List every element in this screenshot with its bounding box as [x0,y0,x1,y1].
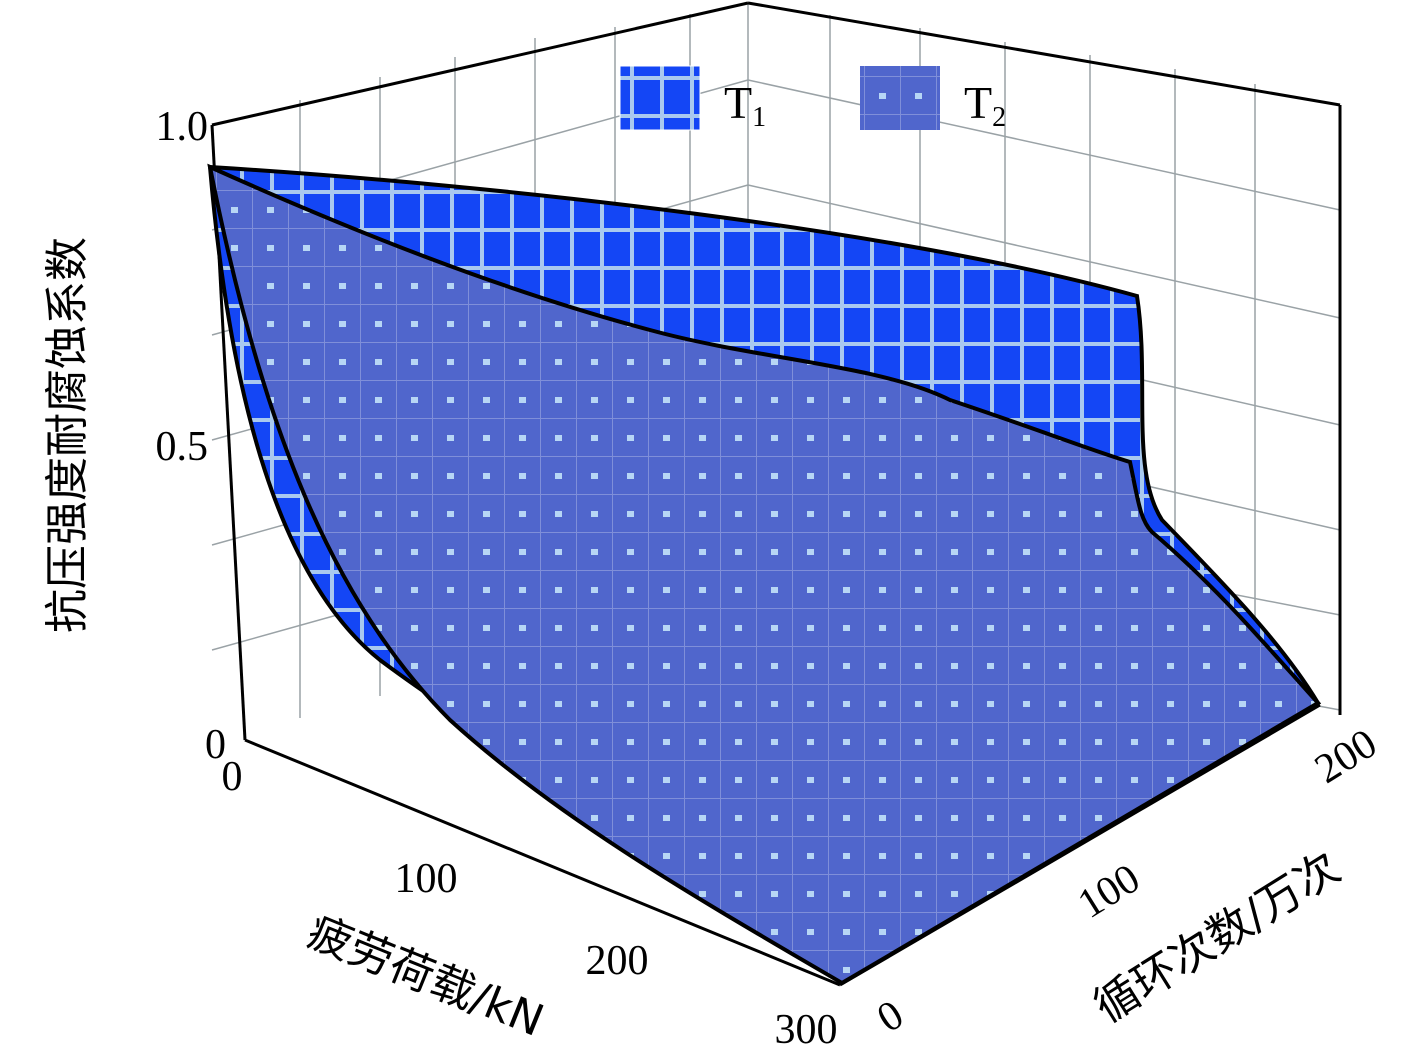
x-axis: 0 100 200 300 [222,754,838,1053]
legend: T1 T2 [619,65,1006,133]
y-tick-label: 100 [1070,855,1148,927]
z-tick-label: 0 [205,722,226,768]
legend-label-t2: T2 [964,77,1006,133]
y-tick-label: 200 [1307,720,1385,792]
legend-swatch-t1 [619,65,701,131]
legend-swatch-t2 [860,66,940,130]
z-axis: 1.0 0.5 0 [156,104,227,768]
x-tick-label: 0 [222,754,243,800]
y-tick-label: 0 [869,992,911,1042]
x-axis-title: 疲劳荷载/kN [300,906,550,1047]
z-tick-label: 0.5 [156,424,209,470]
z-axis-title: 抗压强度耐腐蚀系数 [42,237,93,633]
x-tick-label: 300 [775,1007,838,1053]
series-t2-surface [207,163,1322,986]
legend-label-t1: T1 [724,77,766,133]
x-tick-label: 100 [395,856,458,902]
z-tick-label: 1.0 [156,104,209,150]
x-tick-label: 200 [586,938,649,984]
